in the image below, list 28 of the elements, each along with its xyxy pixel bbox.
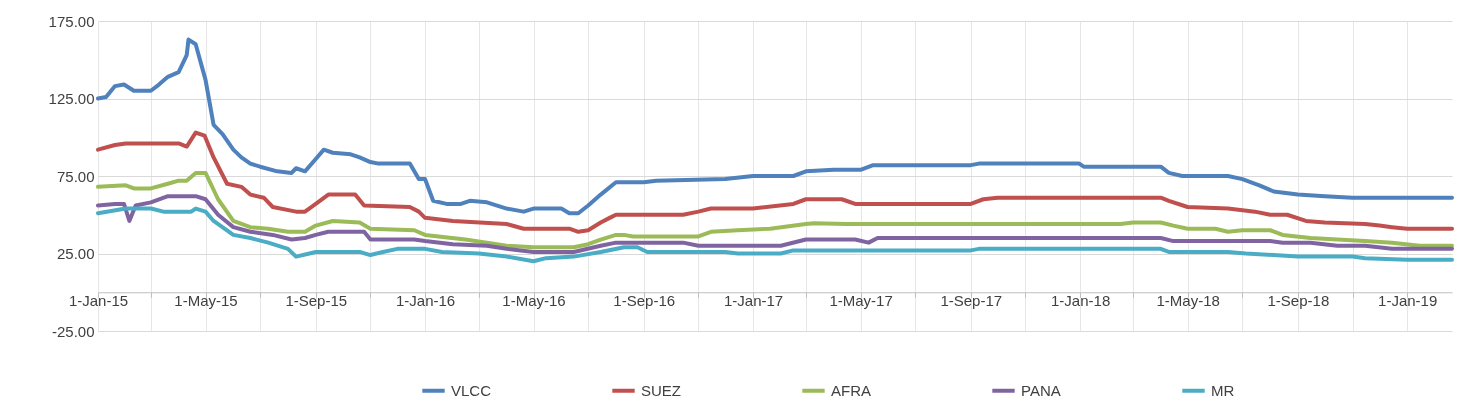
x-tick-label: 1-Jan-17 (723, 291, 784, 309)
line-series (96, 206, 1454, 264)
x-tick-label: 1-Jan-16 (395, 291, 456, 309)
legend-label: PANA (1021, 381, 1061, 399)
line-series (96, 37, 1454, 216)
x-tick-label: 1-May-17 (829, 291, 893, 309)
x-tick-label: 1-May-16 (502, 291, 566, 309)
y-tick-label: 25.00 (56, 245, 95, 262)
line-series (96, 194, 1454, 254)
x-tick-label: 1-Jan-18 (1051, 291, 1111, 309)
y-tick-label: 125.00 (48, 90, 95, 107)
y-tick-label: -25.00 (51, 322, 95, 340)
y-tick-label: 175.00 (48, 12, 95, 30)
x-tick-label: 1-Sep-17 (940, 291, 1003, 309)
x-tick-label: 1-Jan-19 (1378, 291, 1438, 309)
line-series (96, 130, 1454, 234)
x-tick-label: 1-Jan-15 (68, 291, 129, 309)
legend-label: MR (1211, 381, 1235, 399)
line-series (96, 170, 1454, 250)
x-tick-label: 1-Sep-16 (613, 291, 676, 309)
y-tick-label: 75.00 (56, 167, 95, 185)
legend-label: VLCC (451, 381, 492, 399)
x-tick-label: 1-Sep-18 (1267, 291, 1330, 309)
x-tick-label: 1-May-18 (1156, 291, 1220, 309)
x-tick-label: 1-May-15 (174, 291, 238, 309)
legend-label: SUEZ (641, 381, 682, 399)
legend-label: AFRA (831, 381, 872, 399)
x-tick-label: 1-Sep-15 (285, 291, 348, 309)
